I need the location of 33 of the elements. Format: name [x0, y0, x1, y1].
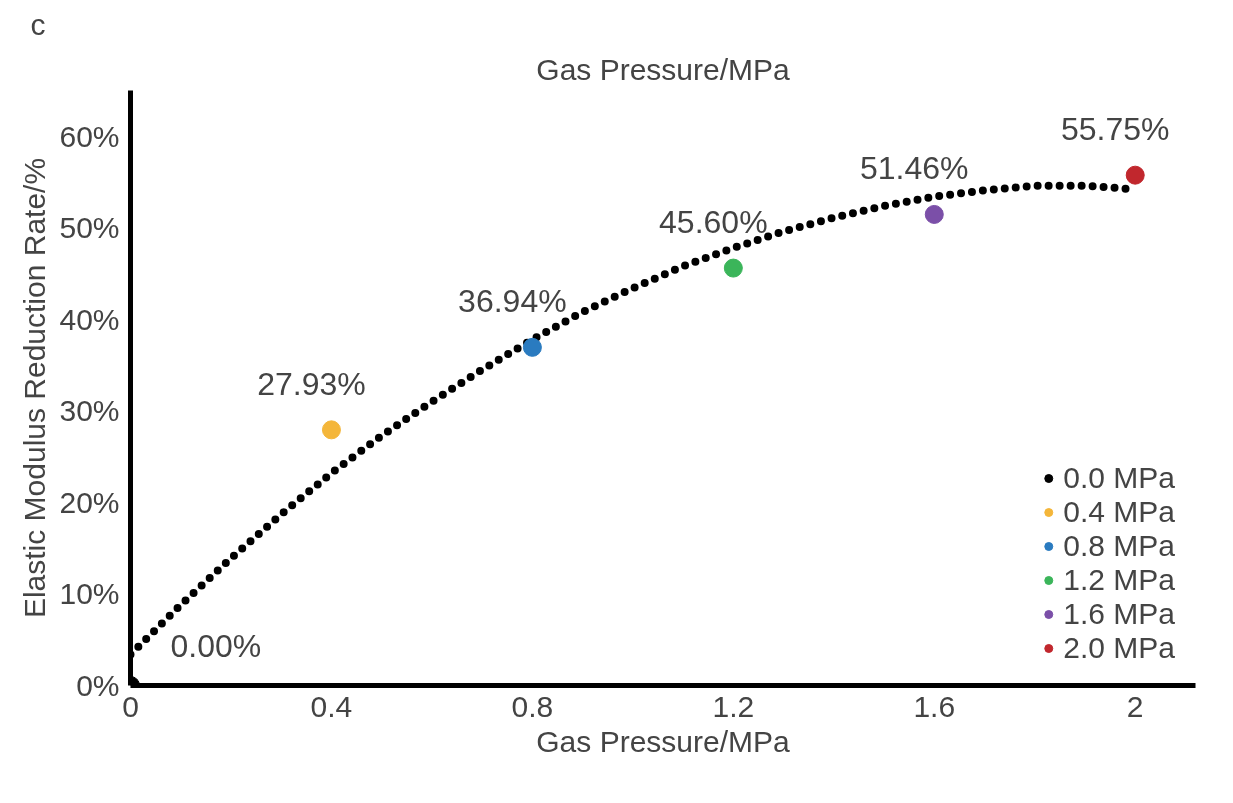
x-tick-label: 2 [1126, 689, 1144, 723]
point [522, 337, 542, 357]
legend-label: 1.2 MPa [1063, 563, 1175, 597]
y-tick-label: 50% [59, 211, 120, 245]
y-tick-label: 20% [59, 485, 120, 519]
y-tick-label: 30% [59, 394, 120, 428]
y-axis-title: Elastic Modulus Reduction Rate/% [18, 157, 52, 619]
point [723, 258, 743, 278]
data-label: 55.75% [1060, 111, 1170, 148]
x-axis-title: Gas Pressure/MPa [536, 724, 791, 758]
legend-label: 0.4 MPa [1063, 495, 1175, 529]
legend-label: 1.6 MPa [1063, 597, 1175, 631]
data-label: 0.00% [170, 627, 262, 664]
data-label: 45.60% [659, 204, 768, 241]
y-tick-label: 60% [59, 119, 120, 153]
text: Gas Pressure/MPa [536, 52, 791, 86]
legend-label: 2.0 MPa [1063, 631, 1175, 665]
x-tick-label: 0 [122, 689, 139, 723]
legend-label: 0.0 MPa [1063, 461, 1175, 495]
x-tick-label: 0.8 [511, 689, 554, 723]
point [924, 204, 944, 224]
data-label: 51.46% [860, 150, 969, 187]
x-tick-label: 1.6 [913, 689, 956, 723]
data-label: 27.93% [257, 365, 366, 402]
x-tick-label: 0.4 [310, 689, 353, 723]
legend-label: 0.8 MPa [1063, 529, 1175, 563]
text: c [30, 7, 46, 41]
point [1125, 165, 1145, 185]
data-label: 36.94% [458, 283, 567, 320]
x-tick-label: 1.2 [712, 689, 755, 723]
y-tick-label: 0% [76, 669, 120, 702]
y-tick-label: 40% [59, 302, 120, 336]
y-tick-label: 10% [59, 577, 120, 611]
